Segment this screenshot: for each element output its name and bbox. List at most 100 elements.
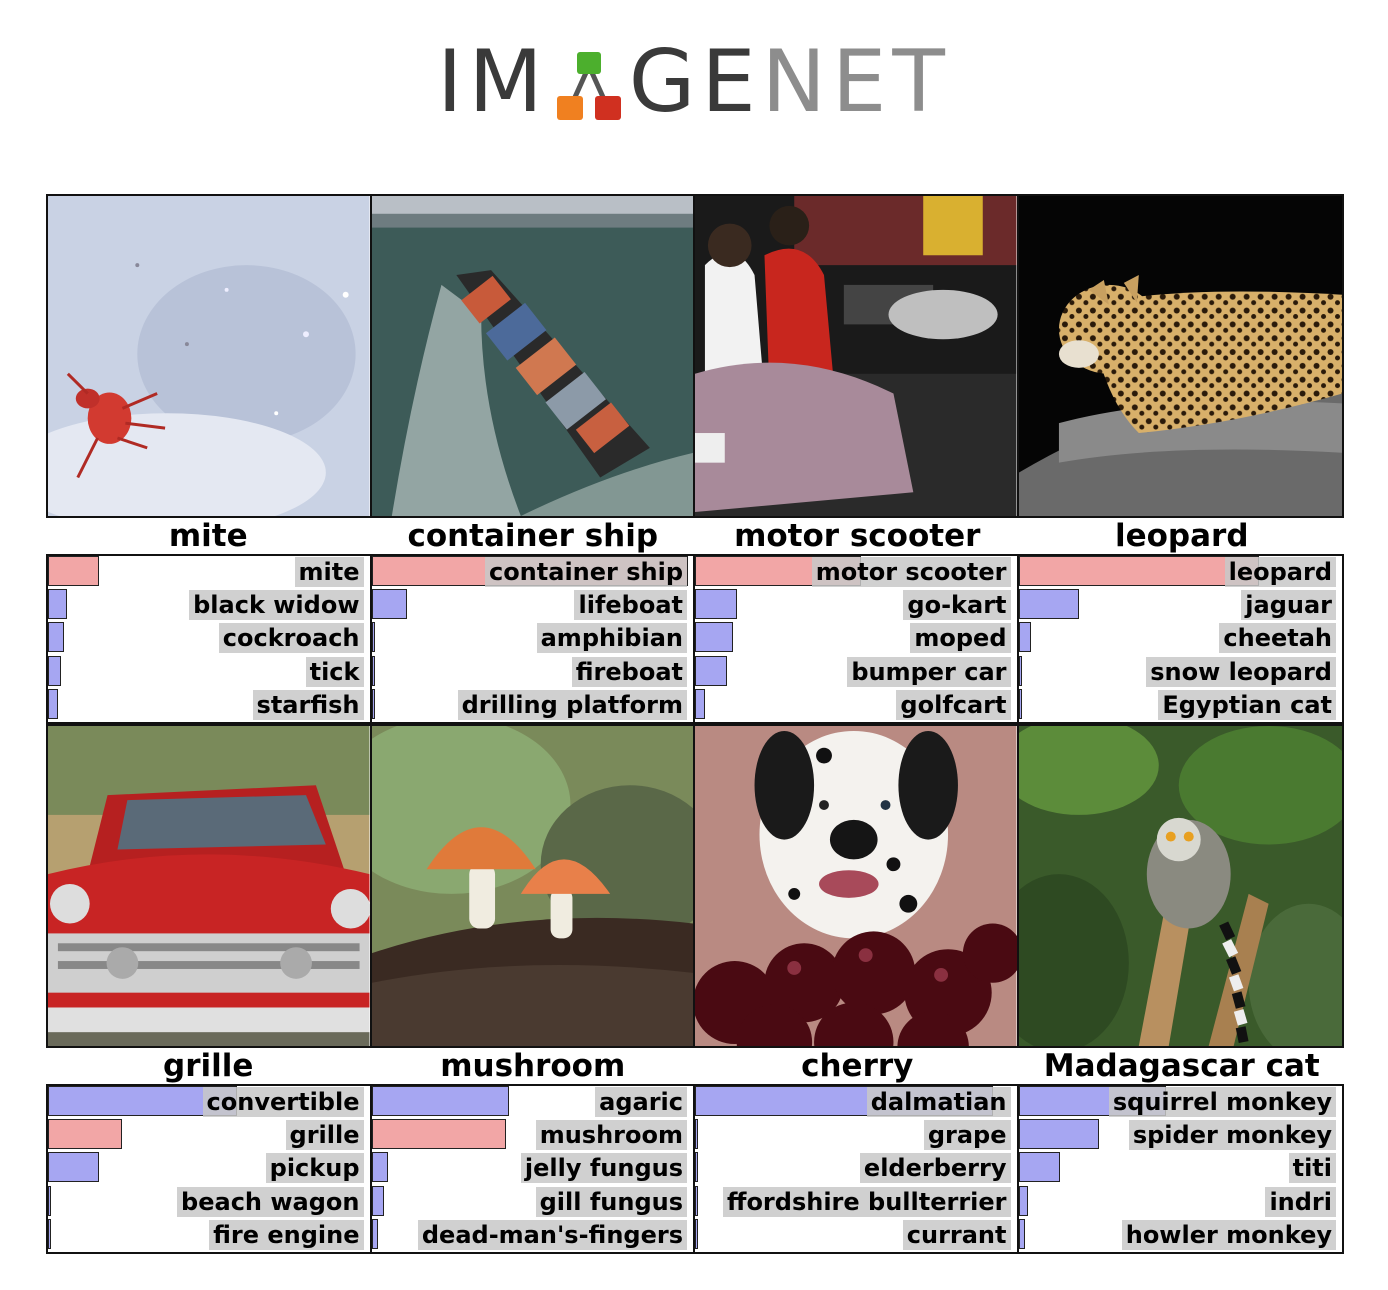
score-bar [48, 622, 64, 653]
logo-part-net: NET [761, 32, 951, 132]
prediction-row: moped [695, 622, 1017, 655]
prediction-label: moped [910, 623, 1011, 654]
ground-truth-label: motor scooter [734, 518, 981, 554]
prediction-row: cockroach [48, 622, 370, 655]
prediction-label: gill fungus [535, 1186, 687, 1217]
ground-truth-label: leopard [1114, 518, 1249, 554]
score-bar [695, 1218, 698, 1249]
prediction-label: spider monkey [1128, 1120, 1336, 1151]
prediction-panel: mite black widow cockroach tick starfish [48, 556, 372, 722]
prediction-panel: dalmatian grape elderberry ffordshire bullt… [695, 1086, 1019, 1252]
prediction-row: agaric [371, 1086, 694, 1119]
prediction-row: tick [48, 655, 370, 689]
prediction-label: grille [285, 1120, 364, 1151]
score-bar [371, 688, 375, 719]
prediction-panel: motor scooter go-kart moped bumper car golfc… [695, 556, 1019, 722]
logo-tree-icon [556, 52, 621, 120]
prediction-row: leopard [1018, 556, 1343, 589]
ground-truth-label: Madagascar cat [1043, 1048, 1320, 1084]
photo-strip [46, 724, 1344, 1048]
score-bar [695, 1185, 698, 1216]
prediction-label: elderberry [859, 1153, 1011, 1184]
prediction-panel-strip: mite black widow cockroach tick starfish con… [46, 554, 1344, 724]
prediction-panel: leopard jaguar cheetah snow leopard Egyptian… [1018, 556, 1343, 722]
prediction-label: fire engine [209, 1219, 364, 1250]
prediction-row: beach wagon [48, 1185, 370, 1219]
mite-image [48, 196, 370, 516]
photo-container-ship [371, 196, 695, 516]
prediction-label: Egyptian cat [1158, 689, 1336, 720]
prediction-label: currant [902, 1219, 1011, 1250]
logo-wordmark: IM GENET [437, 38, 951, 126]
prediction-row: jelly fungus [371, 1152, 694, 1185]
prediction-label: titi [1288, 1153, 1336, 1184]
prediction-label: snow leopard [1146, 656, 1336, 687]
prediction-row: spider monkey [1018, 1119, 1343, 1152]
prediction-label: black widow [189, 590, 364, 621]
score-bar [48, 1152, 100, 1183]
prediction-label: motor scooter [811, 557, 1011, 587]
score-bar [695, 1119, 699, 1150]
correct-score-bar [371, 1119, 506, 1150]
prediction-label: ffordshire bullterrier [723, 1186, 1011, 1217]
prediction-label: bumper car [847, 656, 1011, 687]
prediction-panel: squirrel monkey spider monkey titi indri how… [1018, 1086, 1343, 1252]
prediction-row: grape [695, 1119, 1017, 1152]
cherry-image [695, 726, 1017, 1046]
score-bar [695, 589, 737, 620]
prediction-panel-strip: convertible grille pickup beach wagon fire e… [46, 1084, 1344, 1254]
prediction-row: snow leopard [1018, 655, 1343, 689]
prediction-row: cheetah [1018, 622, 1343, 655]
photo-mite [48, 196, 372, 516]
photo-madagascar-cat [1018, 726, 1342, 1046]
prediction-row: Egyptian cat [1018, 688, 1343, 722]
prediction-label: squirrel monkey [1108, 1087, 1336, 1117]
score-bar [371, 1086, 510, 1116]
prediction-label: golfcart [896, 689, 1011, 720]
score-bar [1018, 655, 1022, 686]
score-bar [371, 622, 375, 653]
prediction-label: fireboat [571, 656, 687, 687]
prediction-label: tick [305, 656, 364, 687]
prediction-row: dalmatian [695, 1086, 1017, 1119]
score-bar [48, 688, 58, 719]
score-bar [1018, 589, 1080, 620]
prediction-row: pickup [48, 1152, 370, 1185]
photo-leopard [1018, 196, 1342, 516]
prediction-row: go-kart [695, 589, 1017, 622]
prediction-label: container ship [484, 557, 687, 587]
score-bar [1018, 1185, 1029, 1216]
prediction-row: elderberry [695, 1152, 1017, 1185]
prediction-row: indri [1018, 1185, 1343, 1219]
prediction-panel: container ship lifeboat amphibian fireboat d… [371, 556, 695, 722]
score-bar [48, 1185, 52, 1216]
prediction-row: lifeboat [371, 589, 694, 622]
mushroom-image [371, 726, 693, 1046]
score-bar [371, 589, 407, 620]
lemur-image [1018, 726, 1342, 1046]
prediction-row: bumper car [695, 655, 1017, 689]
prediction-label: drilling platform [457, 689, 687, 720]
score-bar [48, 1218, 52, 1249]
prediction-label: grape [923, 1120, 1011, 1151]
prediction-row: titi [1018, 1152, 1343, 1185]
score-bar [1018, 622, 1032, 653]
score-bar [48, 655, 61, 686]
prediction-label: agaric [595, 1087, 687, 1117]
prediction-row: black widow [48, 589, 370, 622]
prediction-row: grille [48, 1119, 370, 1152]
score-bar [1018, 688, 1022, 719]
motor-scooter-image [695, 196, 1017, 516]
caption-strip: mite container ship motor scooter leopar… [46, 518, 1344, 554]
prediction-panel: convertible grille pickup beach wagon fire e… [48, 1086, 372, 1252]
grid-row-1: mite container ship motor scooter leopar… [46, 194, 1344, 724]
prediction-label: dalmatian [866, 1087, 1011, 1117]
logo-part-ge: GE [628, 32, 762, 132]
correct-score-bar [48, 1119, 122, 1150]
prediction-label: mushroom [535, 1120, 687, 1151]
prediction-label: cheetah [1219, 623, 1336, 654]
container-ship-image [371, 196, 693, 516]
score-bar [1018, 1152, 1061, 1183]
prediction-label: amphibian [536, 623, 687, 654]
prediction-row: mite [48, 556, 370, 589]
